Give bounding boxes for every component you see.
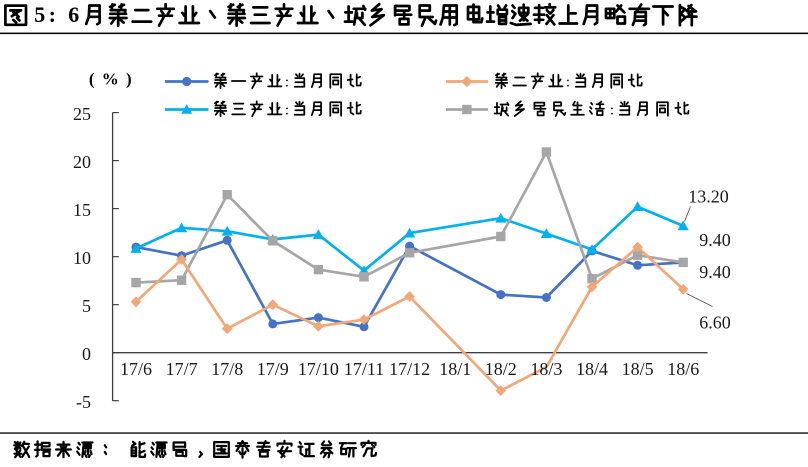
svg-text:17/11: 17/11: [344, 359, 384, 379]
svg-text:0: 0: [82, 344, 91, 364]
svg-text::: :: [610, 103, 614, 119]
svg-text:25: 25: [73, 104, 91, 124]
svg-text::: :: [566, 75, 570, 91]
svg-text:6.60: 6.60: [699, 313, 731, 333]
svg-text:13.20: 13.20: [688, 187, 729, 207]
svg-text:18/6: 18/6: [667, 359, 699, 379]
svg-text:6: 6: [68, 2, 79, 27]
svg-text:10: 10: [73, 248, 91, 268]
svg-text:17/9: 17/9: [257, 359, 289, 379]
svg-text:18/4: 18/4: [576, 359, 608, 379]
svg-text:17/8: 17/8: [211, 359, 243, 379]
svg-text:-5: -5: [76, 392, 91, 412]
svg-text::: :: [49, 2, 56, 27]
svg-text:17/7: 17/7: [166, 359, 198, 379]
svg-text::: :: [285, 75, 289, 91]
svg-text:18/5: 18/5: [622, 359, 654, 379]
svg-text:5: 5: [34, 2, 45, 27]
svg-text:18/1: 18/1: [439, 359, 471, 379]
svg-text:( % ): ( % ): [89, 70, 133, 89]
svg-text:18/3: 18/3: [530, 359, 562, 379]
svg-text:5: 5: [82, 296, 91, 316]
svg-text:17/12: 17/12: [389, 359, 430, 379]
svg-text:17/10: 17/10: [298, 359, 339, 379]
svg-text:20: 20: [73, 152, 91, 172]
svg-text:9.40: 9.40: [699, 230, 731, 250]
svg-text:17/6: 17/6: [120, 359, 152, 379]
svg-text:15: 15: [73, 200, 91, 220]
svg-text:18/2: 18/2: [485, 359, 517, 379]
svg-text::: :: [285, 103, 289, 119]
svg-text:9.40: 9.40: [699, 262, 731, 282]
